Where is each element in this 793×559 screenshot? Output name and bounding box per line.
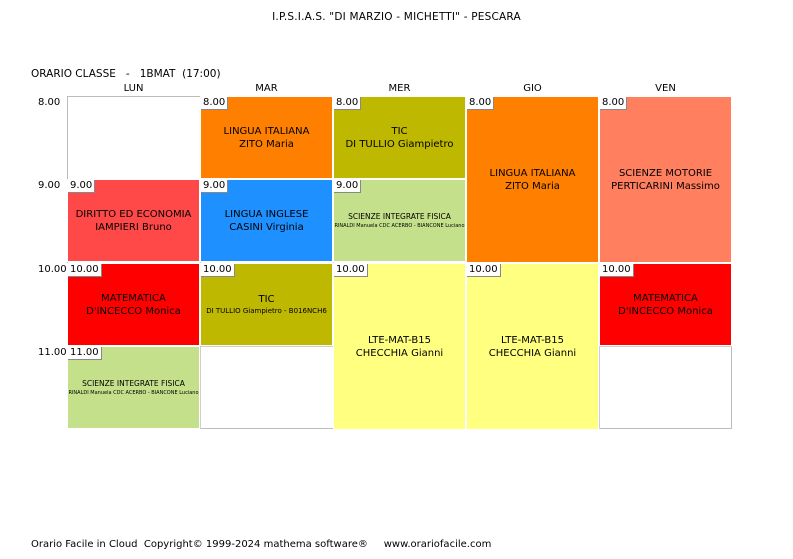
lesson-start-time: 9.00: [334, 180, 362, 193]
lesson-teacher: ZITO Maria: [505, 180, 560, 192]
time-label: 10.00: [38, 263, 67, 275]
lesson-start-time: 8.00: [467, 97, 495, 110]
day-header-lun: LUN: [123, 83, 144, 94]
lesson-subject: LINGUA ITALIANA: [223, 125, 310, 137]
time-label: 9.00: [38, 180, 61, 192]
lesson-teacher: D'INCECCO Monica: [86, 305, 181, 317]
lesson-subject: MATEMATICA: [633, 292, 698, 304]
lesson-block[interactable]: 10.00 LTE-MAT-B15 CHECCHIA Gianni: [333, 263, 466, 430]
lesson-subject: TIC: [258, 293, 275, 305]
grid-divider: [333, 96, 334, 429]
lesson-teacher: IAMPIERI Bruno: [95, 221, 172, 233]
lesson-start-time: 8.00: [600, 97, 628, 110]
lesson-start-time: 9.00: [68, 180, 96, 193]
class-title: ORARIO CLASSE - 1BMAT (17:00): [31, 68, 221, 80]
lesson-subject: LTE-MAT-B15: [368, 334, 431, 346]
time-label: 8.00: [38, 97, 61, 108]
footer-copyright: Orario Facile in Cloud Copyright© 1999-2…: [31, 539, 492, 550]
day-header-gio: GIO: [523, 83, 542, 94]
lesson-start-time: 8.00: [201, 97, 229, 110]
lesson-teacher: CHECCHIA Gianni: [488, 347, 577, 359]
day-header-mer: MER: [388, 83, 411, 94]
lesson-teacher: PERTICARINI Massimo: [611, 180, 720, 192]
lesson-block[interactable]: 9.00 SCIENZE INTEGRATE FISICA RINALDI Manu…: [333, 179, 466, 262]
lesson-subject: MATEMATICA: [101, 292, 166, 304]
lesson-subject: TIC: [391, 125, 408, 137]
lesson-teacher: D'INCECCO Monica: [618, 305, 713, 317]
lesson-block[interactable]: 10.00 LTE-MAT-B15 CHECCHIA Gianni: [466, 263, 599, 430]
time-label: 11.00: [38, 346, 67, 358]
lesson-start-time: 11.00: [68, 347, 102, 360]
lesson-block[interactable]: 10.00 MATEMATICA D'INCECCO Monica: [67, 263, 200, 346]
lesson-block[interactable]: 11.00 SCIENZE INTEGRATE FISICA RINALDI Man…: [67, 346, 200, 429]
day-header-mar: MAR: [255, 83, 278, 94]
lesson-subject: LINGUA ITALIANA: [489, 167, 576, 179]
lesson-block[interactable]: 8.00 TIC DI TULLIO Giampietro: [333, 96, 466, 179]
lesson-start-time: 9.00: [201, 180, 229, 193]
lesson-teacher: CASINI Virginia: [229, 221, 304, 233]
lesson-start-time: 8.00: [334, 97, 362, 110]
lesson-block[interactable]: 9.00 DIRITTO ED ECONOMIA IAMPIERI Bruno: [67, 179, 200, 262]
grid-divider: [200, 96, 201, 429]
lesson-block[interactable]: 10.00 MATEMATICA D'INCECCO Monica: [599, 263, 732, 346]
day-header-ven: VEN: [655, 83, 676, 94]
lesson-teacher: DI TULLIO Giampietro: [345, 138, 454, 150]
lesson-subject: SCIENZE INTEGRATE FISICA: [82, 378, 185, 388]
lesson-start-time: 10.00: [600, 264, 634, 277]
lesson-block[interactable]: 8.00 SCIENZE MOTORIE PERTICARINI Massimo: [599, 96, 732, 263]
lesson-subject: SCIENZE MOTORIE: [618, 167, 713, 179]
lesson-subject: LTE-MAT-B15: [501, 334, 564, 346]
lesson-teacher: RINALDI Manuela CDC ACERBO - BIANCONE Lu…: [334, 222, 465, 229]
lesson-start-time: 10.00: [334, 264, 368, 277]
lesson-block[interactable]: 8.00 LINGUA ITALIANA ZITO Maria: [466, 96, 599, 263]
lesson-teacher: DI TULLIO Giampietro - B016NCH6: [206, 306, 327, 315]
school-title: I.P.S.I.A.S. "DI MARZIO - MICHETTI" - PE…: [272, 11, 521, 23]
lesson-subject: LINGUA INGLESE: [224, 208, 309, 220]
lesson-teacher: CHECCHIA Gianni: [355, 347, 444, 359]
lesson-start-time: 10.00: [467, 264, 501, 277]
lesson-block[interactable]: 8.00 LINGUA ITALIANA ZITO Maria: [200, 96, 333, 179]
lesson-subject: SCIENZE INTEGRATE FISICA: [348, 211, 451, 221]
lesson-teacher: ZITO Maria: [239, 138, 294, 150]
lesson-teacher: RINALDI Manuela CDC ACERBO - BIANCONE Lu…: [68, 389, 199, 396]
lesson-subject: DIRITTO ED ECONOMIA: [75, 208, 192, 220]
lesson-block[interactable]: 9.00 LINGUA INGLESE CASINI Virginia: [200, 179, 333, 262]
lesson-start-time: 10.00: [201, 264, 235, 277]
lesson-start-time: 10.00: [68, 264, 102, 277]
lesson-block[interactable]: 10.00 TIC DI TULLIO Giampietro - B016NCH6: [200, 263, 333, 346]
